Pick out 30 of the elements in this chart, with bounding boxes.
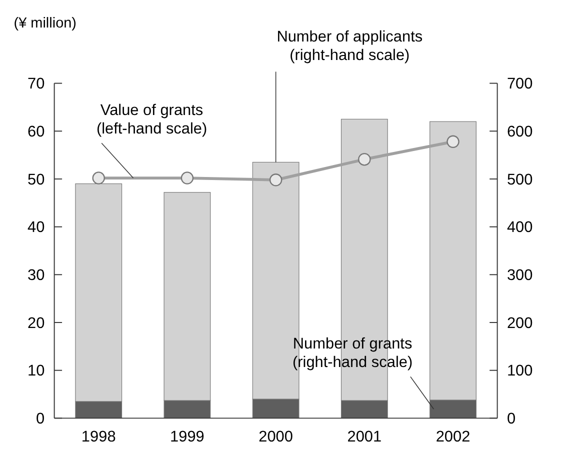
point bbox=[358, 152, 371, 166]
text: Number of applicants (right-hand scale) bbox=[276, 28, 423, 64]
y-tick-label: 70 bbox=[27, 76, 45, 93]
y2-tick-label: 0 bbox=[506, 410, 516, 428]
y2-tick-label: 200 bbox=[506, 314, 533, 332]
y2-tick-label: 300 bbox=[506, 267, 533, 284]
y-tick-label: 50 bbox=[27, 171, 45, 188]
point bbox=[269, 174, 282, 186]
x-tick-label: 2000 bbox=[258, 428, 293, 446]
series-label: Number of grants (right-hand scale) bbox=[292, 336, 413, 372]
y-tick-label: 10 bbox=[27, 362, 45, 380]
y-axis-title: (¥ million) bbox=[14, 15, 76, 32]
y2-tick-label: 600 bbox=[506, 124, 533, 141]
y-tick-label: 20 bbox=[27, 314, 45, 332]
point bbox=[92, 172, 105, 184]
y-tick-label: 30 bbox=[27, 267, 45, 284]
x-tick-label: 1998 bbox=[81, 428, 116, 446]
point bbox=[446, 135, 460, 148]
y2-tick-label: 400 bbox=[506, 219, 533, 236]
y2-tick-label: 700 bbox=[506, 76, 533, 93]
text: Value of grants (left-hand scale) bbox=[96, 102, 208, 138]
point bbox=[180, 172, 194, 184]
y-tick-label: 60 bbox=[27, 124, 45, 141]
y2-tick-label: 100 bbox=[506, 362, 533, 380]
y2-tick-label: 500 bbox=[506, 171, 533, 188]
y-tick-label: 0 bbox=[36, 410, 45, 428]
y-tick-label: 40 bbox=[27, 219, 45, 236]
x-tick-label: 1999 bbox=[170, 428, 204, 446]
x-tick-label: 2001 bbox=[347, 428, 382, 446]
x-tick-label: 2002 bbox=[436, 428, 470, 446]
